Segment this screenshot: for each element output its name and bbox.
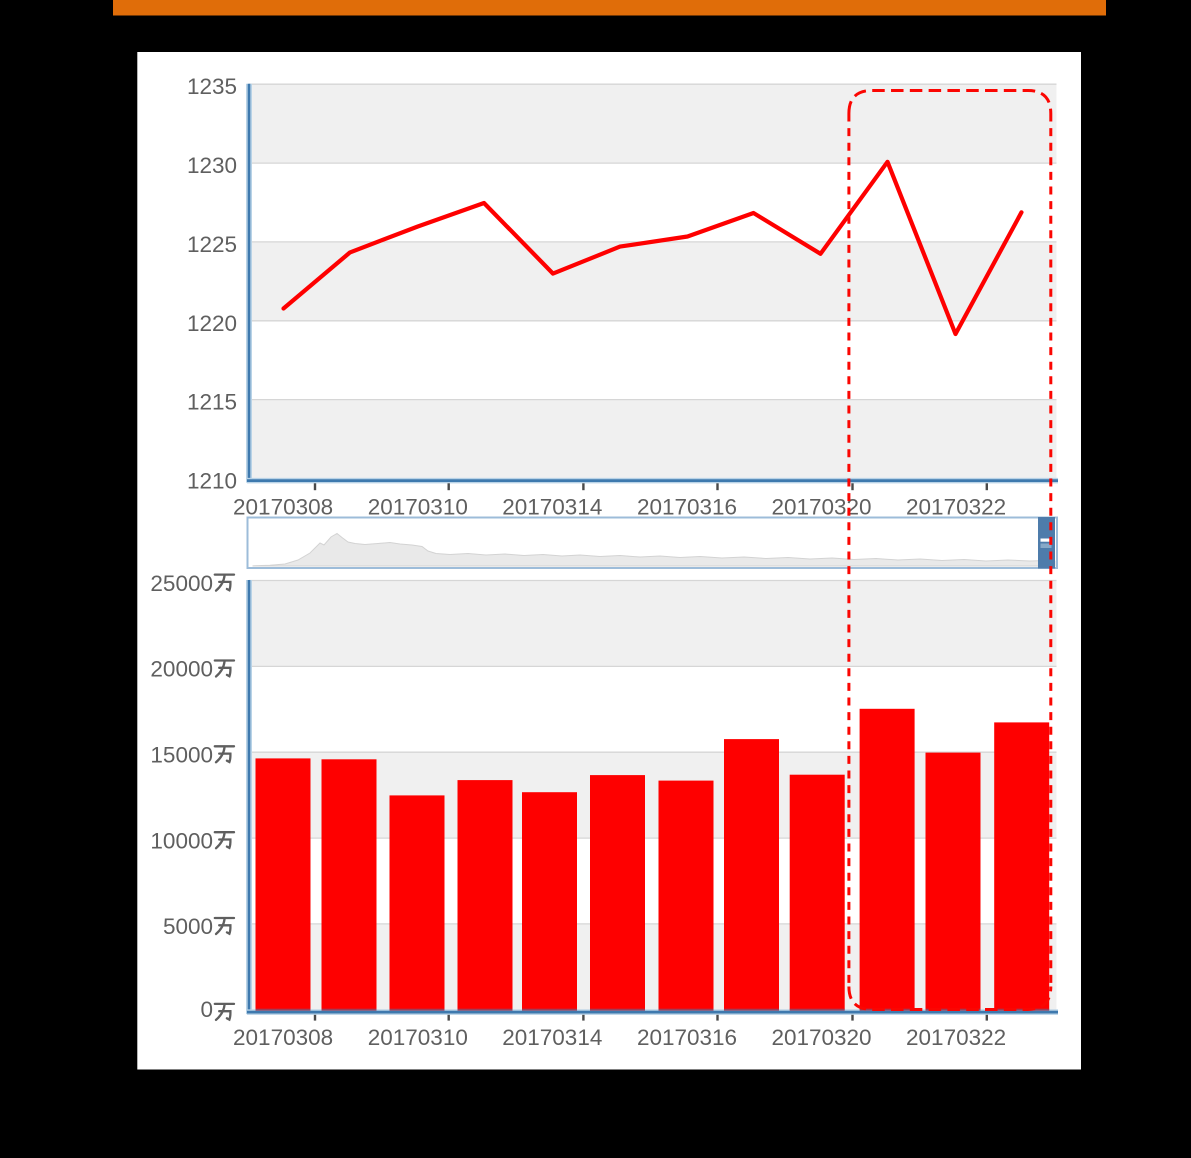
svg-text:1235: 1235 <box>187 74 237 99</box>
svg-text:20170310: 20170310 <box>368 1025 468 1050</box>
svg-text:20170322: 20170322 <box>906 495 1006 520</box>
svg-text:5000: 5000 <box>163 914 213 939</box>
svg-text:20170308: 20170308 <box>233 1025 333 1050</box>
svg-text:20170320: 20170320 <box>771 1025 871 1050</box>
svg-text:20170314: 20170314 <box>502 1025 602 1050</box>
svg-text:1230: 1230 <box>187 153 237 178</box>
svg-text:20170322: 20170322 <box>906 1025 1006 1050</box>
svg-text:1220: 1220 <box>187 311 237 336</box>
svg-text:15000: 15000 <box>150 743 213 768</box>
svg-text:0: 0 <box>200 997 213 1022</box>
svg-text:25000: 25000 <box>150 571 213 596</box>
svg-text:20170316: 20170316 <box>637 495 737 520</box>
svg-text:1215: 1215 <box>187 390 237 415</box>
svg-text:20170310: 20170310 <box>368 495 468 520</box>
svg-text:10000: 10000 <box>150 828 213 853</box>
svg-text:20170316: 20170316 <box>637 1025 737 1050</box>
svg-text:20170320: 20170320 <box>771 495 871 520</box>
svg-text:20000: 20000 <box>150 657 213 682</box>
svg-text:1225: 1225 <box>187 232 237 257</box>
svg-text:20170308: 20170308 <box>233 495 333 520</box>
svg-text:20170314: 20170314 <box>502 495 602 520</box>
svg-text:1210: 1210 <box>187 469 237 494</box>
